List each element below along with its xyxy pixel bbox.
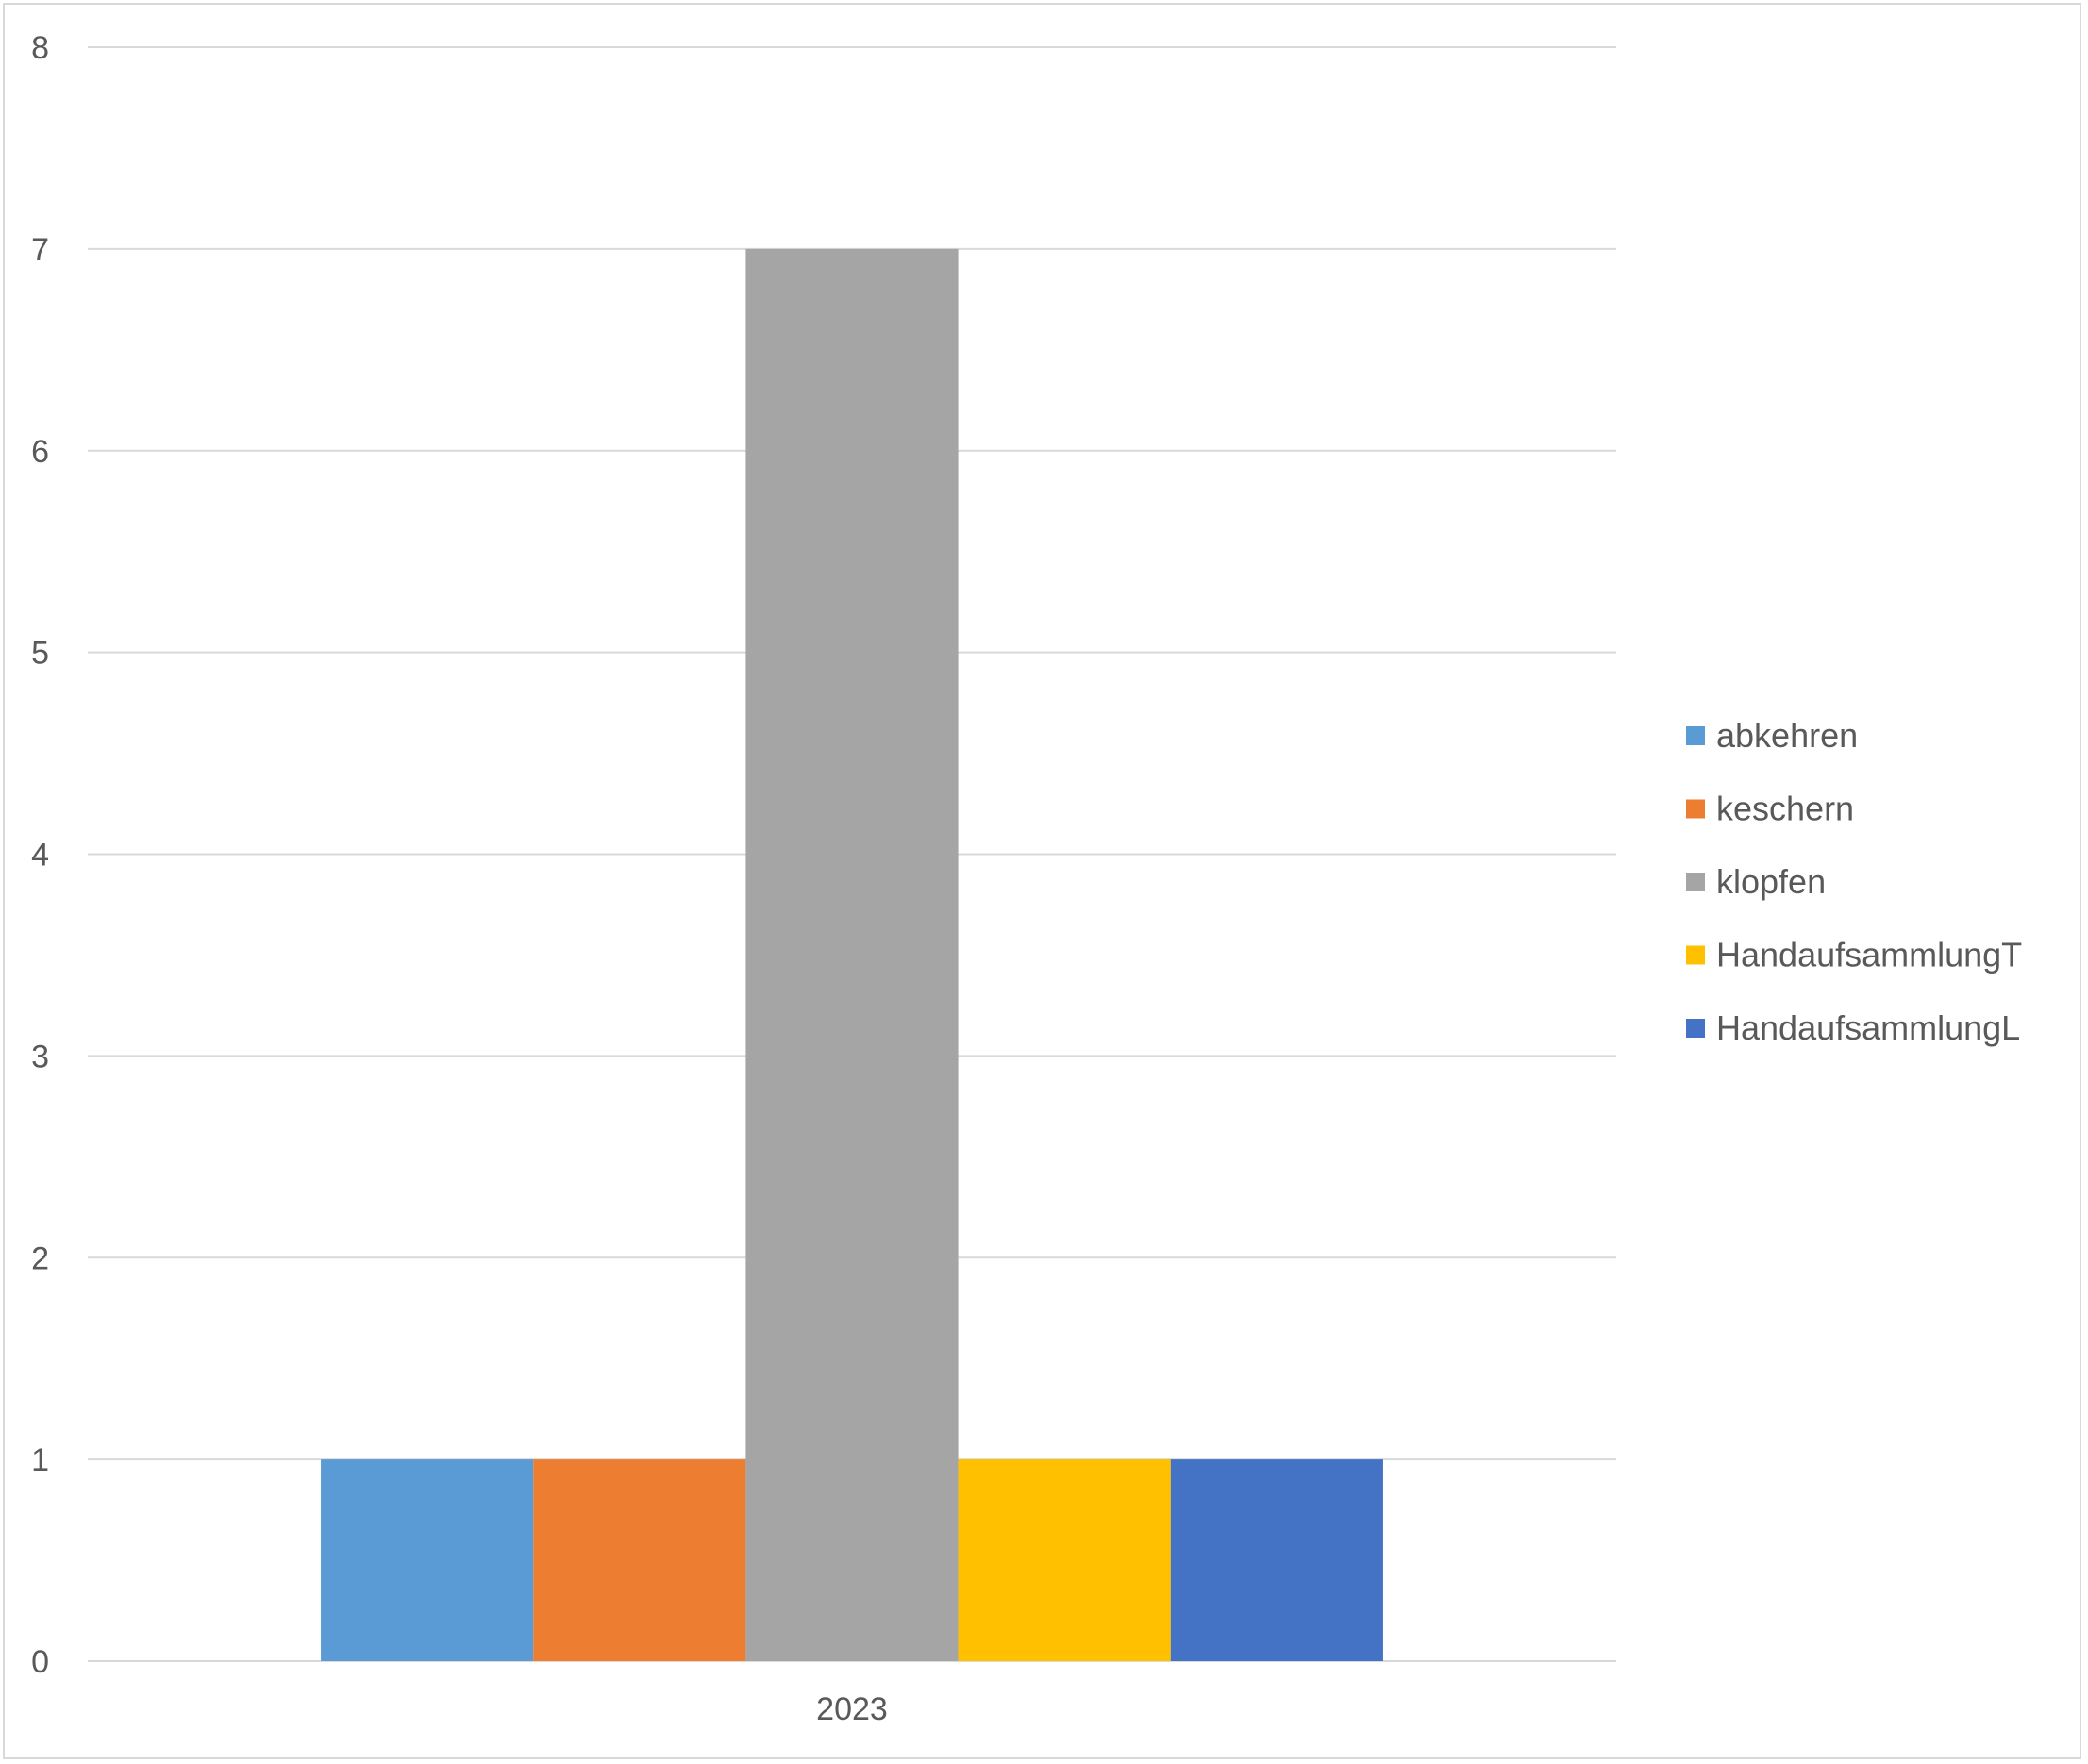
y-axis-ticks: 0 1 2 3 4 5 6 7 8	[31, 30, 49, 1680]
bar-handaufsammlungt	[958, 1459, 1171, 1661]
legend-swatch	[1686, 945, 1705, 965]
y-tick-label: 5	[31, 636, 49, 672]
y-tick-label: 2	[31, 1240, 49, 1276]
legend-label: abkehren	[1716, 716, 1858, 755]
legend: abkehren keschern klopfen HandaufsammlungT H…	[1686, 716, 2022, 1047]
legend-label: keschern	[1716, 790, 1854, 828]
y-tick-label: 0	[31, 1644, 49, 1680]
y-tick-label: 7	[31, 232, 49, 268]
bar-klopfen	[745, 248, 959, 1661]
bar-keschern	[533, 1459, 746, 1661]
x-axis-ticks: 2023	[816, 1691, 888, 1727]
y-tick-label: 3	[31, 1039, 49, 1074]
y-tick-label: 4	[31, 838, 49, 874]
legend-label: HandaufsammlungT	[1716, 936, 2022, 974]
legend-label: HandaufsammlungL	[1716, 1008, 2020, 1047]
legend-swatch	[1686, 726, 1705, 745]
y-tick-label: 8	[31, 30, 49, 66]
legend-item: klopfen	[1686, 862, 1826, 901]
legend-swatch	[1686, 799, 1705, 819]
legend-item: HandaufsammlungL	[1686, 1008, 2020, 1047]
bar-abkehren	[321, 1459, 534, 1661]
legend-swatch	[1686, 873, 1705, 891]
y-tick-label: 6	[31, 434, 49, 470]
legend-item: keschern	[1686, 790, 1854, 828]
x-tick-label: 2023	[816, 1691, 888, 1727]
y-tick-label: 1	[31, 1442, 49, 1478]
bars	[321, 248, 1383, 1661]
legend-label: klopfen	[1716, 862, 1826, 901]
legend-item: HandaufsammlungT	[1686, 936, 2022, 974]
legend-item: abkehren	[1686, 716, 1858, 755]
legend-swatch	[1686, 1019, 1705, 1038]
bar-handaufsammlungl	[1170, 1459, 1383, 1661]
